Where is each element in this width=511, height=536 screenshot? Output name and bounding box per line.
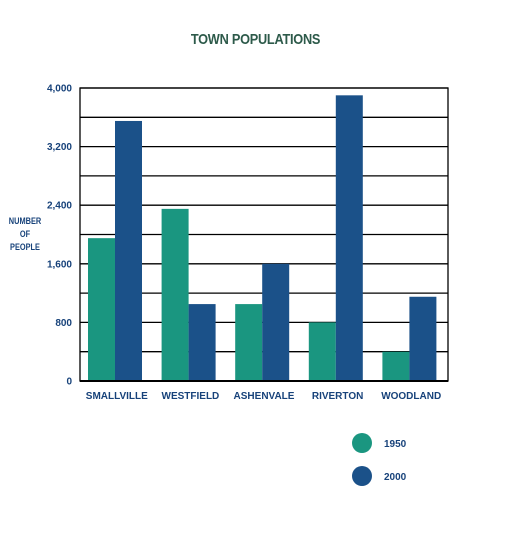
y-tick-label: 2,400 bbox=[47, 201, 72, 212]
bar bbox=[262, 263, 290, 381]
y-axis-label: NUMBER OF PEOPLE bbox=[7, 215, 43, 254]
y-tick-label: 800 bbox=[55, 318, 72, 329]
bar bbox=[335, 95, 363, 381]
y-tick-label: 4,000 bbox=[47, 84, 72, 95]
bar bbox=[409, 296, 437, 381]
y-axis-label-line: PEOPLE bbox=[10, 242, 40, 252]
bar bbox=[308, 322, 336, 381]
y-tick-label: 0 bbox=[66, 377, 72, 388]
x-category-label: RIVERTON bbox=[312, 391, 364, 402]
bar bbox=[188, 304, 216, 381]
x-category-label: WOODLAND bbox=[381, 391, 441, 402]
y-axis-label-line: NUMBER bbox=[8, 216, 42, 226]
legend-swatch bbox=[352, 466, 372, 486]
legend-swatch bbox=[352, 433, 372, 453]
y-tick-label: 3,200 bbox=[47, 142, 72, 153]
bar bbox=[115, 120, 142, 382]
y-tick-label: 1,600 bbox=[47, 259, 72, 270]
x-category-label: SMALLVILLE bbox=[86, 391, 148, 402]
x-category-label: ASHENVALE bbox=[234, 391, 295, 402]
bar bbox=[161, 208, 189, 381]
x-category-label: WESTFIELD bbox=[162, 391, 220, 402]
y-axis-label-line: OF bbox=[19, 229, 31, 239]
chart-title: TOWN POPULATIONS bbox=[190, 31, 321, 48]
bar bbox=[382, 351, 410, 381]
legend-label: 1950 bbox=[384, 439, 407, 450]
legend-label: 2000 bbox=[384, 472, 407, 483]
bar bbox=[88, 238, 115, 381]
bar bbox=[235, 304, 263, 381]
